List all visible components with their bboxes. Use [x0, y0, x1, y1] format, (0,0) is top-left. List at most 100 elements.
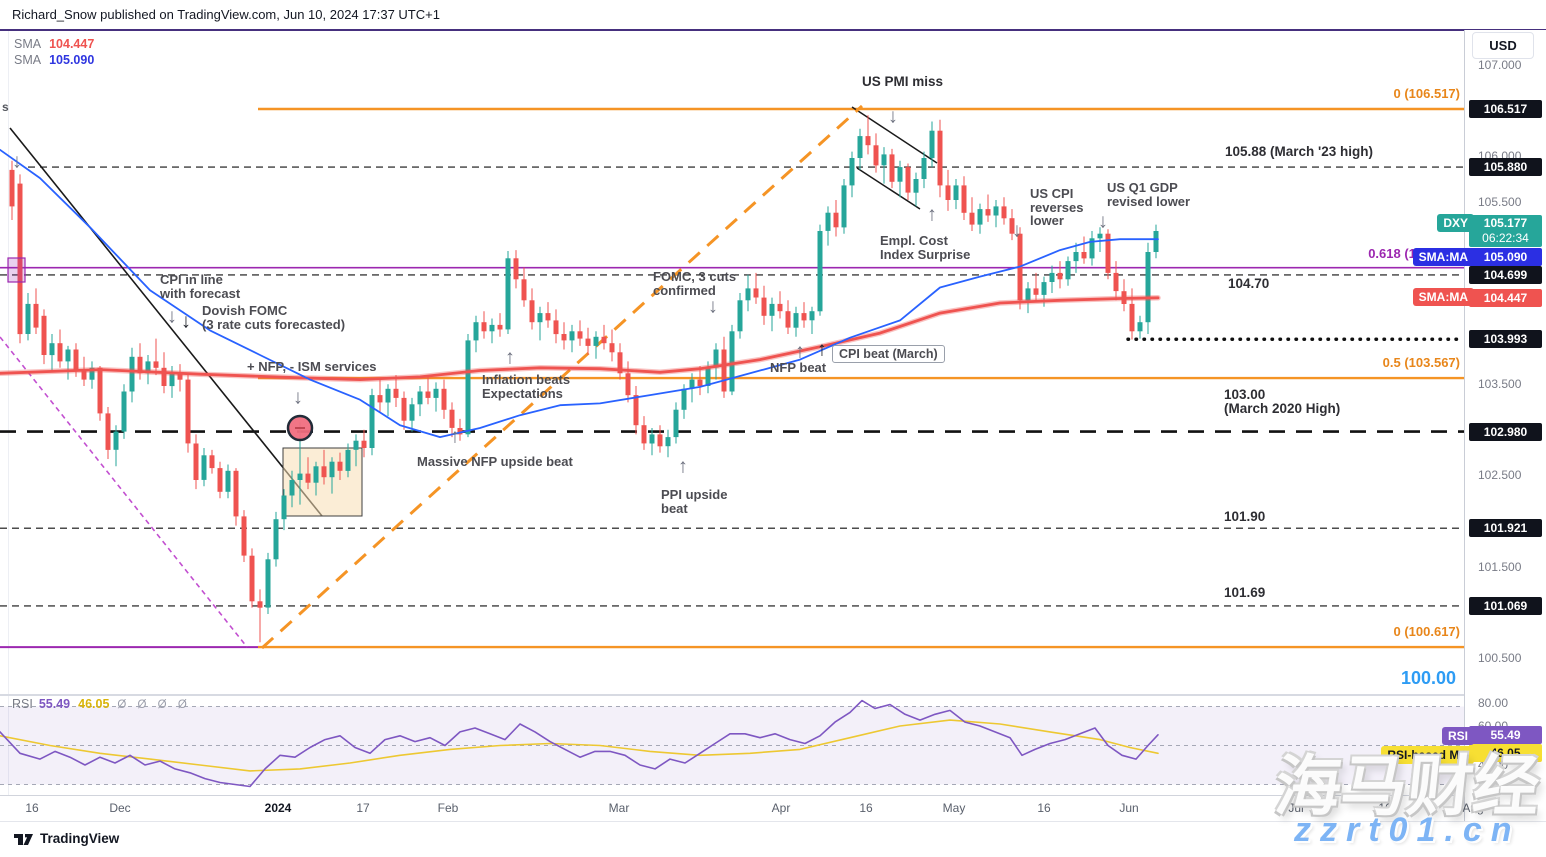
candle [385, 388, 391, 403]
time-axis-top-border [0, 795, 1546, 796]
candle [113, 431, 119, 450]
candle [377, 395, 383, 403]
candle [217, 468, 223, 492]
candle [1057, 272, 1063, 280]
sma-fast-legend[interactable]: SMA 104.447 [14, 37, 95, 51]
header-divider [0, 29, 1546, 31]
channel-support-dashed[interactable] [0, 336, 248, 648]
sma-slow-legend[interactable]: SMA 105.090 [14, 53, 95, 67]
candle [273, 519, 279, 560]
candle [513, 258, 519, 280]
candle [353, 440, 359, 450]
candle [481, 322, 487, 332]
candle [873, 145, 879, 166]
candle [785, 311, 791, 328]
downtrend-line[interactable] [9, 127, 323, 517]
candle [241, 516, 247, 556]
candle [17, 183, 23, 335]
candle [529, 300, 535, 323]
candle [937, 130, 943, 186]
tradingview-logo[interactable]: TradingView [14, 831, 119, 846]
flag-channel-line[interactable] [856, 167, 921, 210]
page-title: Richard_Snow published on TradingView.co… [12, 7, 440, 22]
candle [793, 313, 799, 328]
candle [729, 331, 735, 392]
candle [737, 300, 743, 332]
candle [505, 258, 511, 330]
candle [337, 461, 343, 471]
candle [41, 315, 47, 355]
candle [633, 395, 639, 426]
candle [81, 370, 87, 380]
candle [585, 338, 591, 346]
candle [233, 470, 239, 517]
candle [617, 352, 623, 374]
candle [409, 404, 415, 421]
candle [305, 473, 311, 483]
tradingview-logo-text: TradingView [40, 831, 120, 846]
candle [361, 440, 367, 448]
candle [497, 324, 503, 330]
candle [905, 167, 911, 193]
candle [169, 373, 175, 387]
candle [1073, 252, 1079, 262]
candle [1089, 238, 1095, 259]
candle [1001, 206, 1007, 219]
candle [1113, 272, 1119, 292]
candle [1105, 233, 1111, 273]
candle [537, 313, 543, 323]
currency-toggle-button[interactable]: USD [1472, 32, 1534, 59]
candle [297, 473, 303, 480]
candle [745, 288, 751, 301]
candle [713, 349, 719, 368]
candle [329, 461, 335, 478]
rsi-ma-line [0, 719, 1159, 772]
candle [1081, 252, 1087, 259]
candle [1065, 261, 1071, 280]
uptrend-dashed-line[interactable] [260, 104, 864, 650]
candle [609, 343, 615, 353]
candle [185, 379, 191, 444]
candle [73, 349, 79, 371]
candle [577, 331, 583, 339]
candle [145, 361, 151, 374]
candle [369, 395, 375, 448]
candle [1049, 272, 1055, 282]
candle [161, 367, 167, 386]
candle [929, 130, 935, 159]
candle [953, 185, 959, 200]
candle [857, 136, 863, 158]
candle [193, 443, 199, 480]
candle [601, 336, 607, 344]
candle [881, 154, 887, 166]
candle [945, 185, 951, 200]
candle [1033, 288, 1039, 295]
watermark-url: zzrt01.cn [1294, 811, 1521, 849]
candle [849, 158, 855, 186]
flag-channel-line[interactable] [851, 106, 938, 164]
candle [249, 555, 255, 602]
candle [961, 185, 967, 213]
candle [225, 470, 231, 492]
candle [281, 495, 287, 520]
time-axis-bottom-border [0, 821, 1546, 822]
candle [33, 303, 39, 328]
candle [921, 158, 927, 179]
candle [209, 455, 215, 469]
fib-anchor-box[interactable] [7, 257, 26, 283]
candle [665, 437, 671, 447]
candle [465, 340, 471, 435]
candle [1145, 252, 1151, 323]
candle [1041, 282, 1047, 295]
candle [137, 356, 143, 374]
candle [265, 559, 271, 608]
candle [969, 212, 975, 225]
candle [801, 313, 807, 321]
indicator-legend: SMA 104.447 SMA 105.090 [14, 36, 94, 68]
candle [769, 303, 775, 316]
rsi-legend[interactable]: RSI 55.49 46.05 Ø Ø Ø Ø [12, 697, 191, 711]
candle [1097, 233, 1103, 239]
sma-fast-line [0, 296, 1160, 382]
